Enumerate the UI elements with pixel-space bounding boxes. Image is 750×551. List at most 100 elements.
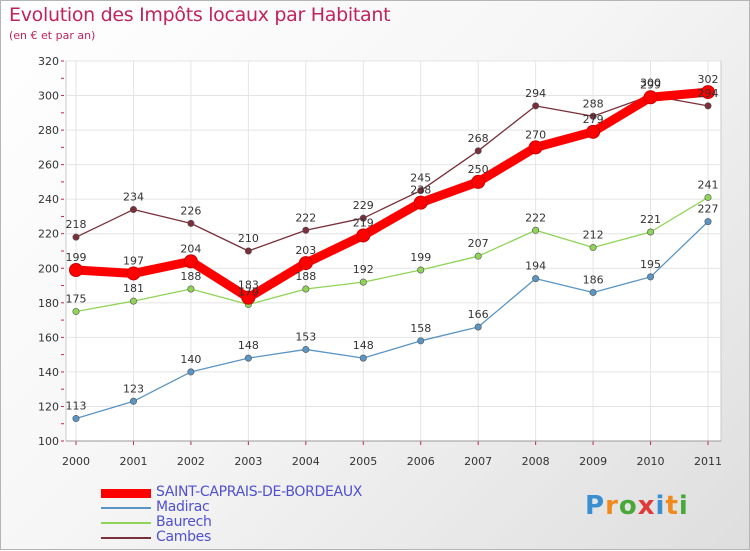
y-tick-label: 220 [38,228,59,241]
data-point [647,228,655,236]
data-point [302,285,310,293]
data-label: 188 [180,270,201,283]
data-label: 186 [583,273,604,286]
legend-label: Madirac [156,499,210,515]
x-tick-label: 2002 [177,455,205,468]
y-tick-label: 240 [38,193,59,206]
data-point [704,193,712,201]
data-point [244,354,252,362]
data-point [187,219,195,227]
data-point [532,226,540,234]
data-label: 294 [698,87,719,100]
data-point [359,354,367,362]
data-point [129,397,137,405]
data-label: 245 [410,172,431,185]
data-point [704,102,712,110]
x-tick-label: 2006 [407,455,435,468]
y-tick-label: 280 [38,124,59,137]
y-tick-label: 320 [38,55,59,68]
y-tick-label: 160 [38,331,59,344]
data-label: 203 [295,244,316,257]
data-point [359,214,367,222]
data-point [417,187,425,195]
logo-letter: i [678,491,689,521]
data-point [302,226,310,234]
data-point [183,254,198,269]
logo-letter: r [605,491,619,521]
legend-swatch [101,488,151,498]
data-label: 302 [698,73,719,86]
data-label: 229 [353,199,374,212]
data-point [532,275,540,283]
data-point [69,263,83,277]
legend-label: Baurech [156,514,212,530]
data-label: 199 [410,251,431,264]
data-point [474,252,482,260]
x-tick-label: 2001 [119,455,147,468]
data-labels: 199 197 204 183 203 219 238 250 270 279 299 302 113 1… [66,73,719,412]
data-label: 300 [640,77,661,90]
y-tick-label: 300 [38,90,59,103]
data-point [589,244,597,252]
y-tick-label: 200 [38,262,59,275]
data-label: 219 [353,216,374,229]
logo-letter: i [655,491,666,521]
logo-letter: t [665,491,679,521]
data-point [417,266,425,274]
proxiti-logo: Proxiti [585,491,689,521]
data-label: 207 [468,237,489,250]
data-point [701,85,715,100]
series-line-cambes [75,94,709,252]
data-point [413,195,428,210]
y-tick-label: 260 [38,159,59,172]
data-point [244,247,252,255]
data-point [72,307,80,315]
data-label: 140 [180,353,201,366]
data-label: 210 [238,232,259,245]
chart-subtitle: (en € et par an) [9,29,96,42]
data-label: 299 [640,78,661,91]
series-lines [69,85,715,423]
data-point [129,297,137,305]
logo-letter: o [618,491,638,521]
data-point [72,233,80,241]
data-point [647,273,655,281]
data-label: 192 [353,263,374,276]
data-point [471,174,486,189]
data-label: 222 [295,211,316,224]
data-label: 188 [295,270,316,283]
data-point [126,266,141,281]
data-label: 204 [180,242,201,255]
data-label: 294 [525,87,546,100]
data-label: 222 [525,211,546,224]
data-label: 288 [583,97,604,110]
data-label: 195 [640,258,661,271]
logo-letter: P [585,491,606,521]
x-tick-label: 2007 [464,455,492,468]
data-label: 250 [468,163,489,176]
series-line-baurech [75,196,709,313]
data-point [302,345,310,353]
data-point [474,147,482,155]
data-label: 234 [123,191,144,204]
data-label: 241 [698,178,719,191]
data-point [359,278,367,286]
data-point [643,90,658,105]
data-point [356,228,371,243]
data-label: 166 [468,308,489,321]
data-label: 113 [66,400,87,413]
data-point [241,290,256,305]
data-point [129,206,137,214]
y-tick-label: 120 [38,400,59,413]
data-label: 227 [698,203,719,216]
legend-swatch [101,522,151,524]
x-tick-label: 2008 [522,455,550,468]
data-label: 148 [238,339,259,352]
data-point [589,112,597,120]
data-point [187,285,195,293]
data-label: 181 [123,282,144,295]
data-label: 199 [66,251,87,264]
y-tick-label: 180 [38,297,59,310]
data-label: 148 [353,339,374,352]
